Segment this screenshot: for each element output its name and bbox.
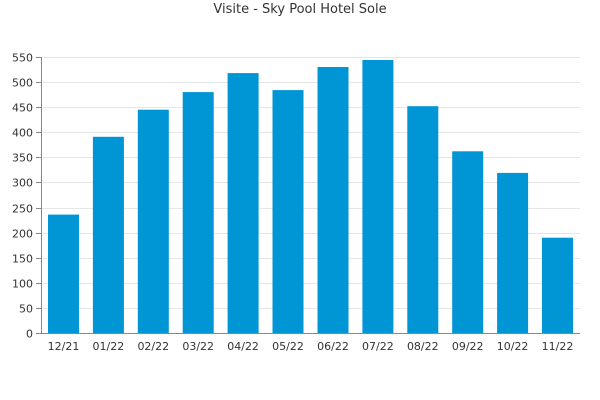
axes [36, 57, 580, 334]
bar-04-22 [227, 73, 259, 333]
bar-05-22 [272, 90, 304, 333]
x-tick-label: 11/22 [542, 340, 574, 353]
x-tick-label: 10/22 [497, 340, 529, 353]
x-tick-label: 12/21 [48, 340, 80, 353]
tick-labels: 0 50 100 150 200 250 300 350 400 450 500 550 12/21 01… [12, 52, 573, 354]
bar-02-22 [137, 109, 169, 333]
x-tick-label: 09/22 [452, 340, 484, 353]
y-tick-label: 200 [12, 228, 33, 241]
bars [48, 60, 573, 333]
bar-03-22 [182, 92, 214, 333]
x-tick-label: 03/22 [182, 340, 214, 353]
y-tick-label: 500 [12, 77, 33, 90]
bar-11-22 [542, 237, 573, 333]
bar-07-22 [362, 60, 394, 333]
bar-09-22 [452, 151, 484, 333]
y-tick-label: 450 [12, 102, 33, 115]
y-tick-label: 0 [26, 328, 33, 341]
y-tick-label: 100 [12, 278, 33, 291]
bar-12-21 [48, 214, 79, 333]
x-tick-label: 01/22 [93, 340, 125, 353]
x-tick-label: 02/22 [137, 340, 169, 353]
bar-10-22 [497, 172, 529, 333]
x-tick-label: 06/22 [317, 340, 349, 353]
x-tick-label: 08/22 [407, 340, 439, 353]
x-tick-label: 05/22 [272, 340, 304, 353]
y-tick-label: 50 [19, 303, 33, 316]
x-tick-label: 07/22 [362, 340, 394, 353]
y-tick-label: 150 [12, 253, 33, 266]
y-tick-label: 300 [12, 177, 33, 190]
y-tick-label: 550 [12, 52, 33, 65]
bar-08-22 [407, 106, 439, 333]
bar-01-22 [92, 136, 124, 333]
y-tick-label: 350 [12, 152, 33, 165]
gridlines [41, 57, 580, 309]
bar-06-22 [317, 67, 349, 333]
y-tick-label: 400 [12, 127, 33, 140]
chart-title: Visite - Sky Pool Hotel Sole [213, 2, 387, 17]
x-tick-label: 04/22 [227, 340, 259, 353]
y-tick-label: 250 [12, 203, 33, 216]
